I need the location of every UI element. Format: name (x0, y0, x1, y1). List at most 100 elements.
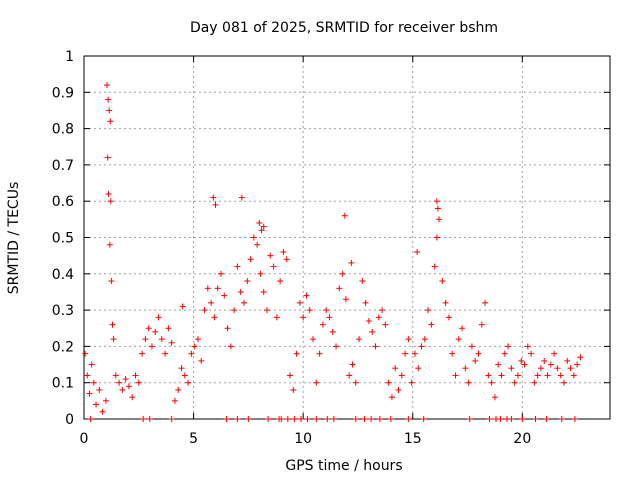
data-point (237, 288, 244, 295)
data-point (300, 314, 307, 321)
data-point (86, 390, 93, 397)
data-point (488, 379, 495, 386)
data-point (449, 350, 456, 357)
x-tick-label: 20 (513, 431, 531, 447)
data-point (105, 190, 112, 197)
data-point (256, 219, 263, 226)
data-point (99, 408, 106, 415)
data-point (414, 249, 421, 256)
data-point (90, 379, 97, 386)
data-point (557, 372, 564, 379)
data-point (145, 325, 152, 332)
data-point (482, 299, 489, 306)
data-point (544, 372, 551, 379)
data-point (387, 416, 394, 422)
data-point (385, 379, 392, 386)
data-point (129, 394, 136, 401)
data-point (146, 416, 153, 422)
data-point (339, 270, 346, 277)
data-point (528, 350, 535, 357)
data-point (188, 350, 195, 357)
y-tick-label: 1 (65, 49, 74, 65)
x-tick-label: 15 (404, 431, 422, 447)
data-point (531, 379, 538, 386)
data-points (82, 82, 584, 422)
data-point (402, 350, 409, 357)
data-point (198, 357, 205, 364)
data-point (244, 278, 251, 285)
data-point (534, 372, 541, 379)
data-point (431, 263, 438, 270)
data-point (148, 343, 155, 350)
data-point (310, 336, 317, 343)
y-tick-label: 0.3 (52, 303, 74, 319)
y-tick-label: 0 (65, 412, 74, 428)
data-point (352, 416, 359, 422)
data-point (352, 379, 359, 386)
data-point (211, 314, 218, 321)
data-point (280, 249, 287, 256)
data-point (433, 198, 440, 205)
data-point (445, 314, 452, 321)
data-point (104, 154, 111, 161)
data-point (408, 379, 415, 386)
data-point (405, 336, 412, 343)
data-point (547, 361, 554, 368)
data-point (201, 307, 208, 314)
data-point (139, 350, 146, 357)
data-point (326, 314, 333, 321)
data-point (109, 321, 116, 328)
data-point (571, 416, 578, 422)
data-point (231, 307, 238, 314)
y-tick-label: 0.4 (52, 267, 74, 283)
data-point (152, 328, 159, 335)
chart-title: Day 081 of 2025, SRMTID for receiver bsh… (190, 20, 498, 36)
data-point (329, 328, 336, 335)
data-point (223, 416, 230, 422)
data-point (96, 386, 103, 393)
data-point (104, 82, 111, 89)
data-point (434, 205, 441, 212)
data-point (541, 357, 548, 364)
data-point (212, 201, 219, 208)
data-point (388, 394, 395, 401)
data-point (472, 357, 479, 364)
data-point (382, 321, 389, 328)
data-point (238, 194, 245, 201)
y-tick-label: 0.2 (52, 339, 74, 355)
data-point (260, 223, 267, 230)
data-point (379, 307, 386, 314)
data-point (171, 397, 178, 404)
data-point (342, 296, 349, 303)
data-point (208, 299, 215, 306)
data-point (368, 416, 375, 422)
data-point (518, 357, 525, 364)
data-point (475, 350, 482, 357)
data-point (491, 394, 498, 401)
data-point (234, 263, 241, 270)
y-tick-label: 0.6 (52, 194, 74, 210)
data-point (365, 317, 372, 324)
data-point (521, 361, 528, 368)
data-point (122, 376, 129, 383)
y-tick-label: 0.1 (52, 376, 74, 392)
data-point (84, 372, 91, 379)
data-point (349, 361, 356, 368)
data-point (116, 379, 123, 386)
data-point (264, 307, 271, 314)
data-point (258, 227, 265, 234)
data-point (112, 372, 119, 379)
data-point (162, 350, 169, 357)
data-point (405, 416, 412, 422)
data-point (168, 416, 175, 422)
data-point (140, 416, 147, 422)
data-point (106, 107, 113, 114)
data-point (217, 270, 224, 277)
data-point (519, 416, 526, 422)
data-point (267, 252, 274, 259)
data-point (283, 256, 290, 263)
data-point (297, 416, 304, 422)
data-point (478, 321, 485, 328)
data-point (375, 314, 382, 321)
data-point (428, 321, 435, 328)
